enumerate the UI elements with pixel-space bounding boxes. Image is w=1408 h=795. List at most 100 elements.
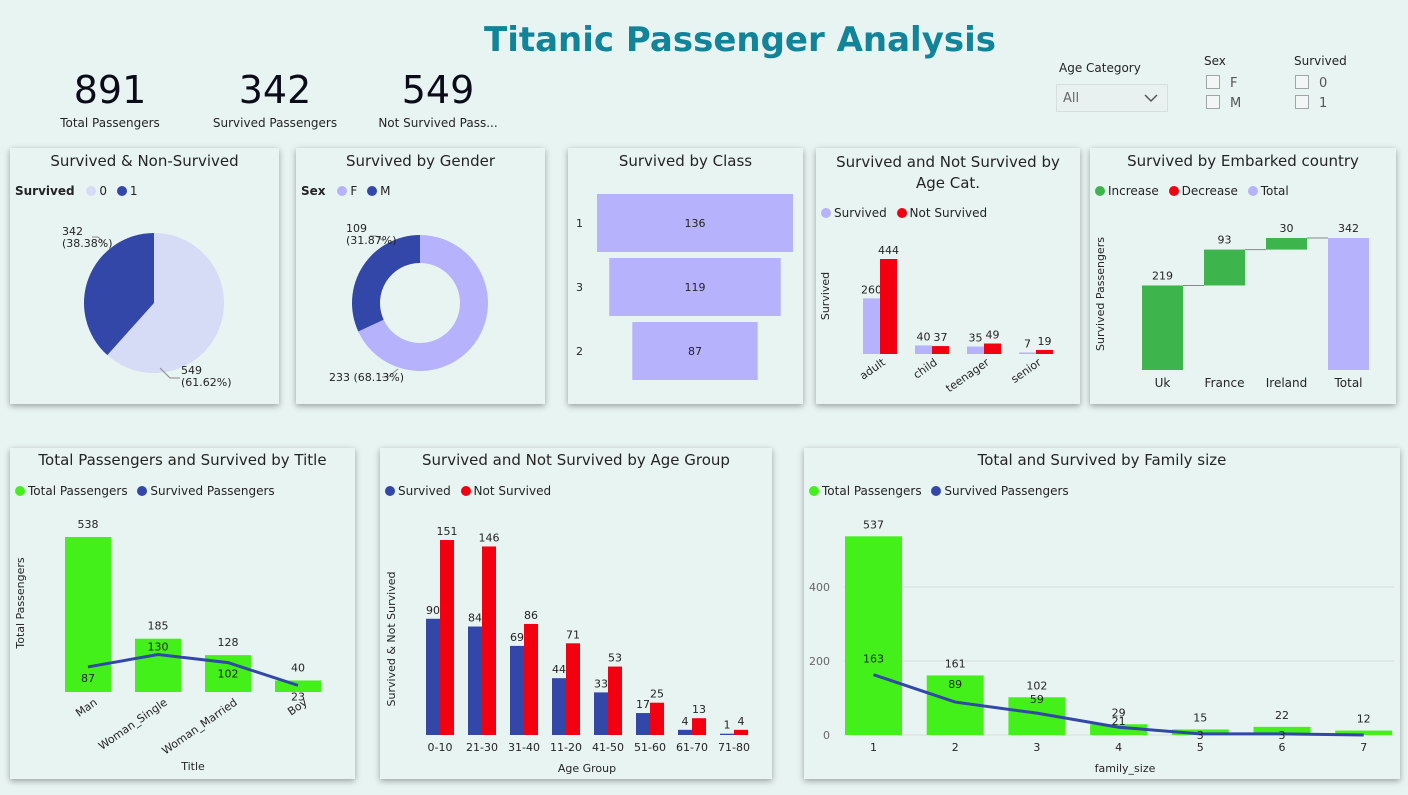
legend-item[interactable]: Increase	[1095, 184, 1159, 198]
bar	[863, 298, 880, 354]
age-category-slicer-title: Age Category	[1059, 61, 1141, 75]
legend-item[interactable]: Not Survived	[896, 206, 987, 220]
funnel-bar	[609, 258, 781, 316]
legend-item[interactable]: 0	[86, 184, 107, 198]
survived-option-1[interactable]: 1	[1295, 95, 1327, 111]
data-label: 136	[685, 217, 706, 230]
legend-item[interactable]: 1	[116, 184, 138, 198]
waterfall-bar	[1204, 249, 1245, 286]
data-label: 23	[291, 690, 305, 703]
category-label: 11-20	[550, 741, 582, 754]
category-label: 2	[576, 345, 583, 358]
legend-item[interactable]: Survived	[385, 484, 451, 498]
age-group-chart: Survived & Not Survived Age Group 90 151 0-1…	[385, 525, 750, 775]
legend-item[interactable]: Total	[1247, 184, 1289, 198]
legend-item[interactable]: Not Survived	[460, 484, 551, 498]
data-label: 128	[218, 636, 239, 649]
category-label: Ireland	[1266, 376, 1308, 390]
bar	[650, 702, 664, 735]
leader-line	[159, 367, 180, 379]
data-label: 7	[1024, 338, 1031, 351]
category-label: 51-60	[634, 741, 666, 754]
data-label: 161	[945, 657, 966, 670]
title-chart-card[interactable]: Total Passengers and Survived by Title T…	[10, 448, 355, 779]
category-label: Uk	[1155, 376, 1171, 390]
bar	[510, 645, 524, 735]
category-label: Woman_Married	[160, 696, 240, 758]
data-label: 342	[1338, 222, 1359, 235]
waterfall-card[interactable]: Survived by Embarked country Increase De…	[1090, 148, 1396, 404]
data-label: 40	[291, 661, 305, 674]
data-label: 109 (31.87%)	[346, 222, 397, 247]
age-group-card[interactable]: Survived and Not Survived by Age Group S…	[380, 448, 772, 779]
waterfall-chart: Survived Passengers 219 Uk 93 France 30 Irelan…	[1094, 222, 1369, 390]
category-label: 21-30	[466, 741, 498, 754]
bar	[1253, 726, 1311, 735]
y-axis-label: Survived	[819, 272, 832, 320]
legend-item[interactable]: Survived	[821, 206, 887, 220]
bar	[967, 346, 984, 354]
waterfall-bar	[1142, 285, 1183, 370]
sex-option-f[interactable]: F	[1206, 75, 1237, 91]
data-label: 185	[148, 620, 169, 633]
data-label: 549 (61.62%)	[181, 364, 232, 389]
data-label: 71	[566, 628, 580, 641]
data-label: 119	[685, 281, 706, 294]
bar	[552, 678, 566, 735]
data-label: 102	[218, 668, 239, 681]
checkbox[interactable]	[1295, 75, 1309, 89]
card-title: Survived by Gender	[345, 152, 496, 170]
data-label: 15	[1193, 711, 1207, 724]
legend-item[interactable]: Decrease	[1168, 184, 1238, 198]
data-label: 37	[934, 331, 948, 344]
data-label: 19	[1038, 335, 1052, 348]
donut-chart: 233 (68.13%) 109 (31.87%)	[329, 222, 488, 384]
donut-slice	[352, 235, 420, 332]
category-label: 1	[870, 741, 877, 754]
bar	[482, 546, 496, 735]
donut-gender-card[interactable]: Survived by Gender Sex F M 233 (68.13%) 1…	[296, 148, 545, 404]
funnel-class-card[interactable]: Survived by Class 136 1 119 3 87 2	[568, 148, 803, 404]
kpi-total-passengers: 891 Total Passengers	[20, 66, 200, 130]
category-label: Total	[1333, 376, 1362, 390]
category-label: 4	[1115, 741, 1122, 754]
option-label: M	[1230, 96, 1242, 111]
bar	[692, 718, 706, 735]
category-label: child	[911, 356, 940, 382]
family-card[interactable]: Total and Survived by Family size Total …	[804, 448, 1400, 779]
option-label: 1	[1319, 96, 1328, 111]
legend-item[interactable]: Survived Passengers	[931, 484, 1069, 498]
sex-option-m[interactable]: M	[1206, 95, 1241, 111]
bar	[915, 345, 932, 354]
bar	[440, 540, 454, 735]
legend-item[interactable]: Survived Passengers	[137, 484, 275, 498]
data-label: 44	[552, 663, 566, 676]
checkbox[interactable]	[1206, 95, 1220, 109]
data-label: 35	[969, 332, 983, 345]
legend-item[interactable]: F	[337, 184, 357, 198]
line-series	[873, 673, 1364, 737]
data-label: 21	[1112, 715, 1126, 728]
checkbox[interactable]	[1206, 75, 1220, 89]
checkbox[interactable]	[1295, 95, 1309, 109]
bar	[524, 623, 538, 735]
survived-option-0[interactable]: 0	[1295, 75, 1327, 91]
data-label: 53	[608, 652, 622, 665]
age-category-dropdown[interactable]: All	[1056, 84, 1168, 112]
chevron-down-icon	[1144, 94, 1158, 103]
category-label: 1	[576, 217, 583, 230]
category-label: 5	[1197, 741, 1204, 754]
legend-item[interactable]: Total Passengers	[15, 484, 128, 498]
data-label: 33	[594, 677, 608, 690]
pie-survived-card[interactable]: Survived & Non-Survived Survived 0 1 549…	[10, 148, 279, 404]
category-label: 3	[1033, 741, 1040, 754]
data-label: 260	[861, 283, 882, 296]
legend-item[interactable]: Total Passengers	[809, 484, 922, 498]
data-label: 3	[1279, 729, 1286, 742]
y-axis-label: Survived Passengers	[1094, 237, 1107, 351]
bar	[65, 537, 111, 692]
category-label: adult	[857, 355, 888, 382]
legend-item[interactable]: M	[367, 184, 390, 198]
bar	[566, 643, 580, 735]
age-cat-card[interactable]: Survived and Not Survived by Age Cat. Su…	[816, 148, 1080, 404]
